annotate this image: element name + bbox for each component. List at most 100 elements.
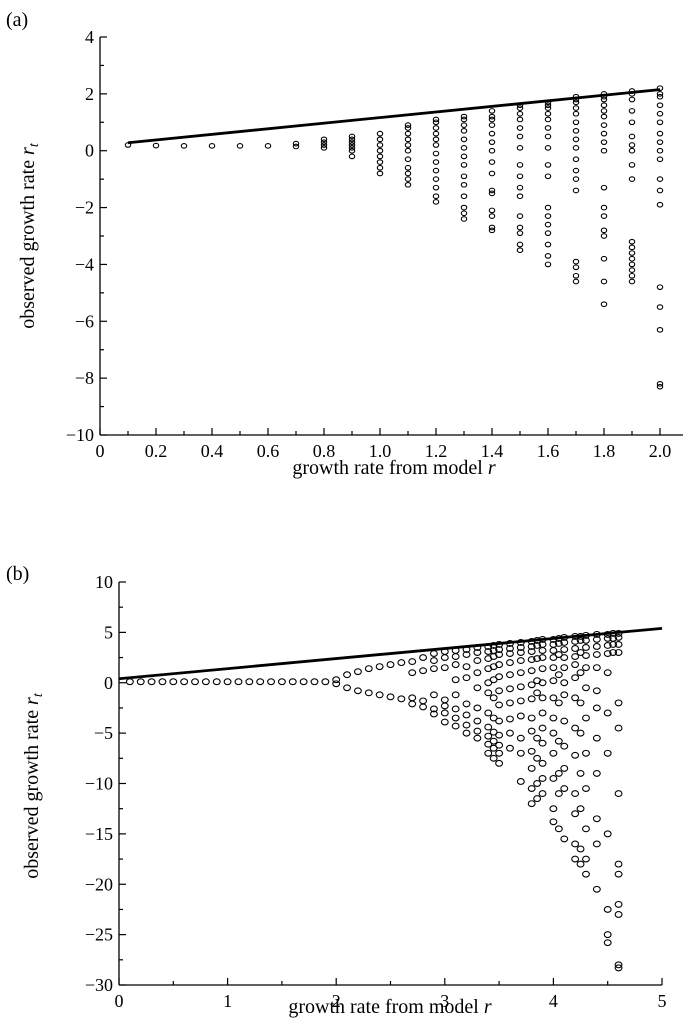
scatter-point-a	[600, 213, 608, 219]
scatter-point-b	[397, 695, 406, 703]
scatter-point-b	[527, 727, 536, 735]
scatter-point-b	[554, 825, 563, 833]
scatter-point-b	[516, 749, 525, 757]
scatter-point-a	[460, 216, 468, 222]
scatter-point-a	[628, 119, 636, 126]
y-tick-label-a: 4	[85, 27, 94, 47]
scatter-point-a	[600, 93, 608, 100]
scatter-point-b	[549, 694, 558, 702]
scatter-point-a	[432, 176, 440, 182]
scatter-point-b	[489, 754, 498, 762]
scatter-point-a	[376, 136, 384, 143]
scatter-point-a	[544, 204, 552, 211]
y-tick-label-b: 10	[95, 572, 113, 592]
scatter-point-a	[180, 143, 188, 149]
scatter-point-b	[614, 633, 623, 641]
scatter-point-b	[495, 687, 504, 695]
scatter-point-b	[603, 931, 612, 939]
scatter-point-b	[462, 721, 471, 729]
scatter-point-b	[582, 631, 590, 639]
x-tick-label-a: 2.0	[649, 441, 672, 461]
scatter-point-a	[460, 210, 468, 217]
x-tick-label-a: 0.8	[313, 441, 336, 461]
scatter-point-b	[495, 741, 504, 749]
scatter-point-b	[473, 644, 482, 651]
scatter-point-b	[571, 638, 580, 645]
scatter-point-a	[488, 113, 496, 120]
scatter-point-b	[592, 815, 601, 823]
scatter-point-a	[460, 181, 468, 188]
scatter-point-b	[603, 709, 612, 717]
y-tick-label-a: −2	[75, 198, 94, 218]
scatter-point-a	[264, 143, 272, 149]
scatter-point-b	[592, 769, 601, 777]
scatter-point-b	[429, 665, 438, 673]
scatter-point-a	[656, 93, 664, 100]
scatter-point-a	[544, 253, 552, 259]
scatter-point-a	[656, 284, 664, 291]
scatter-point-a	[600, 102, 608, 109]
scatter-point-a	[600, 184, 608, 191]
scatter-point-b	[538, 790, 547, 798]
scatter-point-a	[628, 244, 636, 251]
scatter-point-b	[495, 701, 504, 709]
scatter-point-a	[460, 173, 468, 180]
x-tick-label-a: 1.2	[425, 441, 448, 461]
scatter-point-b	[506, 715, 514, 723]
scatter-point-b	[473, 684, 482, 692]
scatter-point-b	[554, 737, 563, 745]
scatter-point-b	[506, 671, 514, 679]
scatter-point-b	[489, 737, 498, 745]
scatter-point-a	[432, 142, 440, 148]
x-tick-label-a: 0.2	[145, 441, 168, 461]
scatter-point-b	[538, 635, 547, 643]
scatter-point-b	[549, 749, 558, 757]
scatter-point-b	[451, 661, 460, 669]
scatter-point-b	[223, 678, 232, 686]
scatter-point-a	[628, 278, 636, 285]
scatter-point-a	[348, 147, 356, 154]
scatter-point-b	[571, 674, 580, 682]
scatter-point-b	[549, 729, 558, 737]
scatter-point-b	[484, 749, 493, 757]
scatter-point-b	[364, 689, 373, 697]
scatter-point-a	[460, 127, 468, 134]
scatter-point-a	[348, 136, 356, 143]
x-tick-label-a: 1.6	[537, 441, 560, 461]
scatter-point-a	[208, 143, 216, 149]
scatter-point-b	[582, 652, 590, 659]
x-tick-label-a: 1.4	[481, 441, 504, 461]
scatter-point-b	[343, 684, 352, 692]
scatter-point-a	[572, 119, 580, 126]
ticks-b	[118, 581, 663, 986]
scatter-point-b	[592, 664, 601, 672]
scatter-point-b	[582, 825, 590, 833]
scatter-point-b	[429, 650, 438, 657]
y-tick-label-b: −20	[85, 874, 113, 894]
scatter-point-b	[527, 643, 536, 650]
scatter-point-a	[292, 143, 300, 150]
scatter-point-b	[310, 678, 319, 686]
scatter-point-b	[516, 712, 525, 720]
x-tick-label-b: 2	[332, 991, 341, 1011]
scatter-point-b	[201, 678, 210, 686]
scatter-point-b	[473, 704, 482, 712]
scatter-point-b	[506, 699, 514, 707]
x-axis-label-b: growth rate from model r	[288, 996, 492, 1018]
scatter-point-b	[440, 709, 449, 717]
scatter-point-a	[432, 150, 440, 157]
scatter-point-a	[544, 173, 552, 180]
scatter-point-b	[571, 751, 580, 759]
scatter-point-b	[451, 653, 460, 660]
scatter-point-a	[656, 102, 664, 109]
scatter-point-b	[191, 678, 199, 686]
scatter-point-b	[576, 860, 585, 868]
scatter-point-b	[343, 671, 352, 679]
scatter-point-b	[560, 835, 569, 843]
scatter-point-a	[628, 162, 636, 168]
scatter-point-a	[516, 105, 524, 111]
scatter-point-a	[600, 108, 608, 114]
scatter-point-b	[560, 764, 569, 772]
scatter-point-b	[538, 679, 547, 687]
x-tick-labels-a: 0 0.2 0.4 0.6 0.8 1.0 1.2 1.4 1.6 1.8 2.0	[96, 441, 672, 461]
